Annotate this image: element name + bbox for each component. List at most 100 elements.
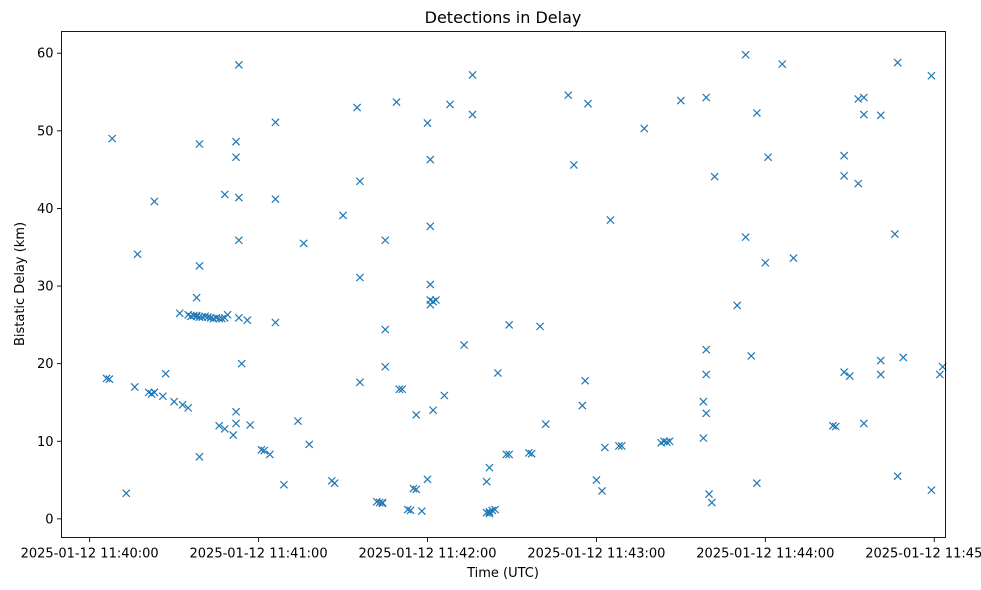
data-point <box>665 437 674 446</box>
data-point <box>741 233 750 242</box>
data-point <box>279 480 288 489</box>
data-point <box>178 400 187 409</box>
data-point <box>854 94 863 104</box>
data-point <box>488 506 497 515</box>
data-point <box>232 153 241 162</box>
data-point <box>398 385 407 394</box>
data-point <box>271 118 280 127</box>
data-point <box>893 58 902 67</box>
data-point <box>710 172 719 181</box>
data-point <box>536 322 545 331</box>
data-point <box>192 293 201 302</box>
data-point <box>381 325 390 334</box>
x-axis-label: Time (UTC) <box>466 566 539 581</box>
data-point <box>482 477 491 486</box>
data-point <box>232 137 241 146</box>
data-point <box>378 499 387 508</box>
data-point <box>592 476 601 485</box>
data-point <box>108 134 117 143</box>
data-point <box>409 484 418 493</box>
data-point <box>412 485 421 494</box>
data-point <box>617 441 626 450</box>
y-axis-label: Bistatic Delay (km) <box>13 222 28 346</box>
data-point <box>527 449 536 458</box>
x-tick-label: 2025-01-12 11:42:00 <box>358 547 496 562</box>
data-point <box>893 472 902 481</box>
data-point <box>704 490 714 499</box>
data-point <box>305 440 314 449</box>
data-point <box>581 376 590 385</box>
data-point <box>890 230 899 239</box>
data-point <box>423 475 432 484</box>
data-point <box>223 310 232 319</box>
data-point <box>355 177 364 186</box>
data-point <box>195 261 204 270</box>
data-point <box>702 345 711 354</box>
data-point <box>229 431 238 440</box>
data-point <box>840 368 849 377</box>
data-point <box>485 463 494 472</box>
data-point <box>102 374 111 383</box>
data-point <box>707 498 716 507</box>
data-point <box>381 362 390 371</box>
data-point <box>828 421 837 430</box>
data-point <box>752 108 761 118</box>
data-point <box>353 103 362 112</box>
data-point <box>747 351 756 360</box>
data-point <box>600 443 609 452</box>
data-point <box>840 171 849 180</box>
data-point <box>569 160 578 170</box>
x-tick-label: 2025-01-12 11:45:00 <box>865 547 981 562</box>
data-point <box>859 419 868 428</box>
data-point <box>502 450 511 459</box>
data-point <box>234 313 243 322</box>
data-point <box>859 93 868 102</box>
data-point <box>355 378 364 387</box>
data-point <box>392 98 401 107</box>
data-point <box>234 193 243 202</box>
data-point <box>445 100 455 109</box>
x-tick-label: 2025-01-12 11:40:00 <box>21 547 159 562</box>
data-point <box>491 505 500 514</box>
x-tick-label: 2025-01-12 11:44:00 <box>696 547 834 562</box>
data-point <box>598 486 607 495</box>
data-point <box>741 50 750 59</box>
data-point <box>217 314 226 323</box>
data-point <box>733 301 742 310</box>
data-point <box>702 370 711 379</box>
data-point <box>840 151 849 160</box>
data-point <box>460 341 469 350</box>
data-point <box>789 254 798 263</box>
data-point <box>606 216 615 225</box>
data-point <box>161 369 170 378</box>
data-point <box>899 353 908 362</box>
data-point <box>122 489 131 498</box>
data-point <box>429 406 438 415</box>
data-point <box>375 498 384 507</box>
data-point <box>493 368 502 377</box>
data-point <box>541 420 550 429</box>
data-point <box>237 359 246 368</box>
data-point <box>524 448 533 457</box>
data-point <box>876 111 885 120</box>
data-point <box>355 273 364 282</box>
data-point <box>243 316 252 325</box>
data-points <box>102 50 947 518</box>
x-tick-label: 2025-01-12 11:43:00 <box>527 547 665 562</box>
data-point <box>158 392 167 401</box>
data-point <box>845 372 854 381</box>
data-point <box>583 99 592 108</box>
data-point <box>778 60 787 69</box>
data-point <box>761 258 770 267</box>
data-point <box>854 179 863 188</box>
data-point <box>220 190 229 199</box>
y-tick-label: 60 <box>37 47 54 62</box>
data-point <box>195 452 204 461</box>
data-point <box>764 153 773 162</box>
data-point <box>220 424 229 433</box>
data-point <box>423 119 432 128</box>
data-point <box>699 434 708 443</box>
data-point <box>133 250 142 259</box>
data-point <box>234 60 243 69</box>
data-point <box>927 486 936 495</box>
